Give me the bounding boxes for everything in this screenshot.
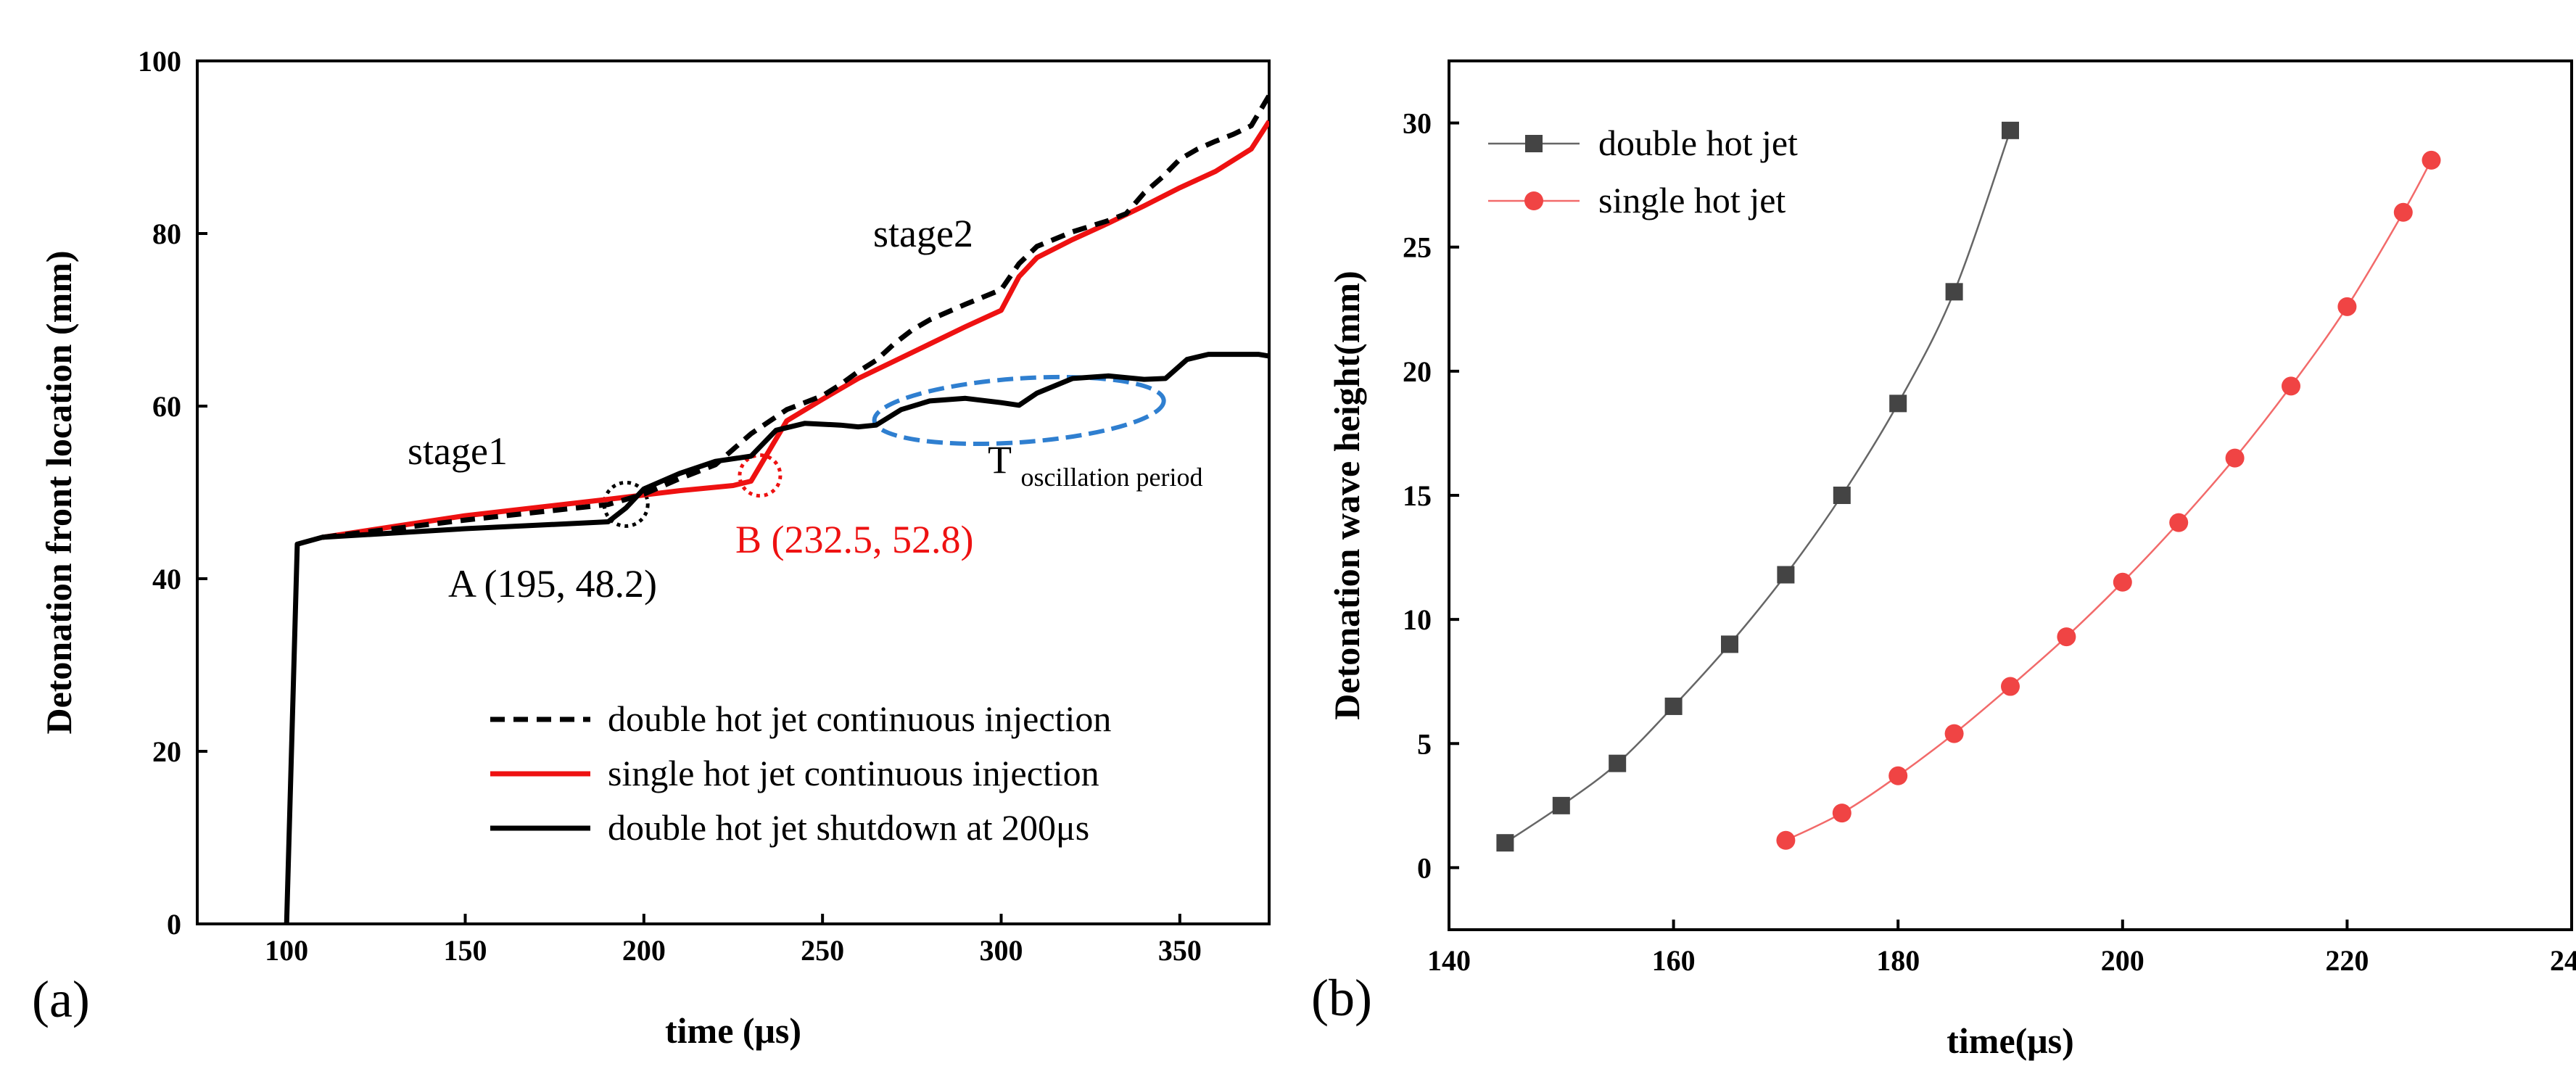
series-double-hot-jet-point <box>1777 566 1795 584</box>
series-double-hot-jet-point <box>1664 697 1683 715</box>
panel-a-y-tick-label: 60 <box>152 390 181 423</box>
oscillation-ellipse <box>872 374 1166 447</box>
series-double-hot-jet-point <box>1945 283 1963 301</box>
panel-a-plot-frame <box>196 59 1271 925</box>
panel-a-x-tick-label: 200 <box>622 934 666 967</box>
panel-a-y-tick-label: 40 <box>152 563 181 595</box>
series-single-hot-jet-point <box>2057 627 2076 647</box>
panel-b-x-tick-label: 160 <box>1652 944 1696 977</box>
series-double-hot-jet-point <box>1496 834 1514 852</box>
panel-b-x-axis-title: time(μs) <box>1947 1020 2074 1061</box>
series-single-hot-jet-point <box>1776 830 1796 850</box>
series-single-hot-jet-point <box>1944 724 1964 743</box>
series-double-hot-jet-point <box>1889 395 1907 413</box>
series-single-hot-jet-point <box>2337 297 2357 316</box>
panel-b-scatter-chart: 140160180200220240051015202530 time(μs) … <box>1311 59 2576 1061</box>
panel-a-label: (a) <box>32 970 90 1028</box>
point-a-marker-circle <box>602 480 650 528</box>
panel-b-x-tick-label: 140 <box>1427 944 1471 977</box>
series-single-hot-jet-point <box>2113 572 2132 592</box>
panel-a-y-tick-label: 80 <box>152 218 181 250</box>
panel-b-x-tick-label: 200 <box>2101 944 2144 977</box>
panel-a-y-axis-title: Detonation front location (mm) <box>38 250 79 734</box>
panel-b-y-tick-label: 5 <box>1417 727 1432 760</box>
panel-b-y-axis-title: Detonation wave height(mm) <box>1326 270 1367 719</box>
series-double-hot-jet-point <box>2002 121 2019 139</box>
point-b-marker-circle <box>738 453 783 498</box>
panel-a-annotation-shapes <box>602 374 1166 528</box>
panel-b-y-tick-label: 30 <box>1403 107 1432 140</box>
series-single-hot-jet-point <box>1832 804 1852 823</box>
panel-a-series-lines <box>284 94 1269 924</box>
panel-b-ticks: 140 160 180 200 220 240 0 5 10 15 20 25 30 <box>1403 107 2576 977</box>
series-single-hot-jet-line <box>1785 160 2432 841</box>
panel-b-series <box>1496 121 2441 852</box>
legend-label-double: double hot jet <box>1598 123 1798 163</box>
panel-b-x-tick-label: 220 <box>2325 944 2369 977</box>
series-single-hot-jet-point <box>2169 513 2189 532</box>
panel-b-legend: double hot jet single hot jet <box>1488 123 1798 220</box>
panel-a-line-chart: 100 150 200 250 300 350 0 20 40 60 80 100 time (μs)… <box>32 45 1271 1051</box>
point-b-label: B (232.5, 52.8) <box>735 518 973 561</box>
legend-label-single: single hot jet <box>1598 180 1786 220</box>
panel-b-label: (b) <box>1311 969 1372 1027</box>
panel-b-x-tick-label: 180 <box>1876 944 1920 977</box>
series-single-hot-jet-point <box>2422 150 2441 170</box>
legend-swatch-marker-double <box>1525 135 1543 152</box>
panel-b-y-tick-label: 15 <box>1403 479 1432 512</box>
panel-b-y-tick-label: 25 <box>1403 231 1432 264</box>
series-double-hot-jet-line <box>1504 130 2012 844</box>
series-single-hot-jet-point <box>2393 202 2413 222</box>
panel-a-ticks: 100 150 200 250 300 350 0 20 40 60 80 100 <box>138 45 1202 967</box>
series-single-hot-jet-point <box>2282 376 2300 396</box>
panel-b-x-tick-label: 240 <box>2550 944 2576 977</box>
series-double-continuous-line <box>321 94 1269 540</box>
stage1-label: stage1 <box>408 429 508 473</box>
panel-b-y-tick-label: 0 <box>1417 851 1432 884</box>
legend-label-double-shutdown: double hot jet shutdown at 200μs <box>608 807 1089 848</box>
legend-label-single-continuous: single hot jet continuous injection <box>608 753 1099 793</box>
panel-a-y-tick-label: 20 <box>152 735 181 768</box>
oscillation-period-symbol: T <box>988 438 1012 482</box>
series-single-hot-jet-point <box>1888 766 1908 785</box>
panel-a-x-tick-label: 350 <box>1158 934 1202 967</box>
legend-swatch-marker-single <box>1524 191 1543 210</box>
panel-a-y-tick-label: 0 <box>167 908 181 941</box>
series-double-hot-jet-point <box>1552 796 1570 814</box>
panel-a-x-tick-label: 150 <box>444 934 487 967</box>
panel-b-y-tick-label: 20 <box>1403 355 1432 388</box>
panel-a-x-tick-label: 100 <box>265 934 308 967</box>
series-double-hot-jet-point <box>1833 487 1851 504</box>
oscillation-period-label: T oscillation period <box>988 438 1202 492</box>
series-double-hot-jet-point <box>1721 635 1738 653</box>
legend-label-double-continuous: double hot jet continuous injection <box>608 698 1111 739</box>
panel-a-y-tick-label: 100 <box>138 45 181 78</box>
oscillation-period-subscript: oscillation period <box>1021 463 1203 492</box>
panel-a-legend: double hot jet continuous injection sing… <box>490 698 1111 848</box>
stage2-label: stage2 <box>873 212 973 255</box>
panel-b-y-tick-label: 10 <box>1403 603 1432 636</box>
series-single-continuous-line <box>321 120 1269 540</box>
point-a-label: A (195, 48.2) <box>448 562 657 606</box>
panel-a-x-tick-label: 250 <box>801 934 844 967</box>
series-single-hot-jet-point <box>2225 448 2245 468</box>
panel-a-x-tick-label: 300 <box>980 934 1023 967</box>
panel-a-x-axis-title: time (μs) <box>665 1010 801 1051</box>
series-double-hot-jet-point <box>1609 754 1627 772</box>
series-single-hot-jet-point <box>2001 677 2020 696</box>
series-double-shutdown-line <box>284 352 1269 924</box>
